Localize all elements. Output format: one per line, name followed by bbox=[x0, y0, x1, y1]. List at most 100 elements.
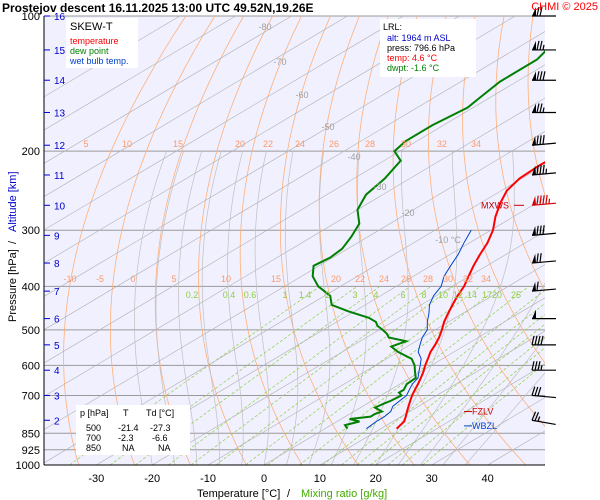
moist-adiabat-line bbox=[420, 282, 545, 465]
moist-adiabat-label: 10 bbox=[221, 274, 231, 284]
x-axis-title: Temperature [°C] / Mixing ratio [g/kg] bbox=[197, 488, 387, 500]
copyright: CHMI © 2025 bbox=[531, 1, 598, 13]
wind-barb-flag bbox=[539, 135, 542, 145]
y-tick-label: 700 bbox=[22, 390, 40, 402]
altitude-tick-label: 2 bbox=[54, 416, 60, 427]
table-cell: -6.6 bbox=[152, 433, 168, 443]
table-cell: -27.3 bbox=[150, 423, 171, 433]
wind-barb-flag bbox=[539, 253, 542, 263]
wind-barb-flag bbox=[539, 6, 543, 17]
wind-barb-pennant bbox=[532, 103, 536, 113]
y-axis-title: Pressure [hPa] / Altitude [km] bbox=[7, 171, 19, 322]
wind-barb-pennant bbox=[532, 309, 536, 319]
mixing-ratio-label: 17 bbox=[482, 290, 492, 300]
wind-barb bbox=[531, 386, 556, 399]
wind-barb-flag bbox=[539, 103, 543, 113]
table-cell: 700 bbox=[86, 433, 101, 443]
wind-barb-shaft bbox=[531, 142, 556, 146]
moist-adiabat-label: 10 bbox=[122, 139, 132, 149]
moist-adiabat-line bbox=[227, 151, 244, 465]
isotherm-line bbox=[44, 16, 404, 231]
x-tick-label: 0 bbox=[261, 473, 267, 485]
mixing-ratio-label: 0.6 bbox=[244, 290, 257, 300]
wind-barb-flag bbox=[534, 386, 539, 396]
wind-barb-flag bbox=[542, 195, 545, 205]
isotherms bbox=[44, 16, 545, 465]
isotherm-line bbox=[152, 230, 545, 465]
table-header-t: T bbox=[123, 408, 129, 418]
moist-adiabat-label: 22 bbox=[355, 274, 365, 284]
moist-adiabats bbox=[134, 151, 545, 465]
mixing-ratio-line bbox=[356, 314, 545, 465]
isotherm-line bbox=[44, 16, 292, 164]
mixing-ratio-label: 20 bbox=[492, 290, 502, 300]
y-tick-label: 925 bbox=[22, 445, 40, 457]
moist-adiabat-label: 22 bbox=[263, 139, 273, 149]
mixing-ratio-line bbox=[167, 286, 411, 465]
mixing-ratio-line bbox=[387, 336, 545, 465]
isotherm-line bbox=[96, 197, 545, 465]
mixing-ratio-line bbox=[245, 286, 481, 465]
wind-barb-flag bbox=[537, 335, 541, 345]
isotherm-line bbox=[44, 97, 545, 397]
isotherm-line bbox=[44, 31, 545, 331]
moist-adiabat-label: 30 bbox=[443, 274, 453, 284]
moist-adiabat-label: 20 bbox=[235, 139, 245, 149]
wind-barb bbox=[531, 225, 556, 236]
moist-adiabat-label: 26 bbox=[401, 274, 411, 284]
wind-barb-half bbox=[548, 198, 551, 204]
legend-box bbox=[66, 18, 138, 68]
wind-barb-flag bbox=[536, 281, 539, 291]
wind-barb bbox=[531, 194, 556, 206]
mixing-ratio-label: 8 bbox=[421, 290, 426, 300]
mixing-ratio-line bbox=[422, 362, 545, 465]
y-tick-label: 300 bbox=[22, 225, 40, 237]
wind-barb-flag bbox=[534, 412, 540, 422]
x-tick-label: 30 bbox=[426, 473, 438, 485]
dry-adiabat-line bbox=[63, 16, 187, 465]
isotherm-line bbox=[207, 264, 545, 465]
dry-adiabat-line bbox=[559, 16, 600, 465]
wind-barb bbox=[532, 103, 556, 114]
wind-barb bbox=[531, 253, 556, 264]
y-axis-label-separator: / bbox=[7, 240, 19, 244]
series-dew-point-line bbox=[311, 50, 545, 430]
isotherm-line bbox=[44, 16, 236, 131]
x-axis-label-mixing-ratio: Mixing ratio [g/kg] bbox=[301, 488, 387, 500]
isotherm-line bbox=[44, 64, 545, 364]
dry-adiabat-line bbox=[318, 16, 415, 465]
legend-temperature: temperature bbox=[70, 36, 119, 46]
y-tick-label: 850 bbox=[22, 428, 40, 440]
lrl-box: LRL: alt: 1964 m ASL press: 796.6 hPa te… bbox=[380, 19, 476, 77]
y-axis-label-pressure: Pressure [hPa] bbox=[7, 249, 19, 322]
mixing-ratio-line bbox=[322, 289, 545, 465]
wind-barb-shaft bbox=[531, 394, 556, 399]
isotherm-line bbox=[44, 16, 180, 98]
wind-barb-flag bbox=[536, 165, 539, 175]
moist-adiabat-label: -10 bbox=[63, 274, 76, 284]
lrl-press: press: 796.6 hPa bbox=[387, 43, 455, 53]
altitude-tick-label: 8 bbox=[54, 259, 60, 270]
mixing-ratio-label: 12 bbox=[453, 290, 463, 300]
wind-barb-flag bbox=[536, 103, 540, 113]
altitude-tick-label: 4 bbox=[54, 366, 60, 377]
moist-adiabat-label: 30 bbox=[401, 139, 411, 149]
x-tick-label: -10 bbox=[200, 473, 216, 485]
x-tick-label: 20 bbox=[370, 473, 382, 485]
mixing-ratio-label: 10 bbox=[438, 290, 448, 300]
wind-barb-flag bbox=[531, 361, 535, 371]
dry-adiabat-label: -60 bbox=[295, 90, 308, 100]
dry-adiabat-line bbox=[462, 16, 545, 364]
wind-barb-pennant bbox=[532, 281, 536, 292]
wind-barb bbox=[532, 6, 556, 17]
wind-barb-pennant bbox=[532, 135, 536, 146]
moist-adiabat-label: 5 bbox=[83, 139, 88, 149]
moist-adiabat-line bbox=[464, 372, 545, 465]
mixing-ratio-line bbox=[109, 286, 358, 465]
wind-barb-flag bbox=[531, 335, 535, 345]
table-cell: 850 bbox=[86, 443, 101, 453]
moist-adiabat-label: 34 bbox=[481, 274, 491, 284]
sounding-series bbox=[311, 50, 545, 430]
wind-barb-shaft bbox=[531, 419, 556, 426]
wind-barb bbox=[532, 309, 556, 320]
